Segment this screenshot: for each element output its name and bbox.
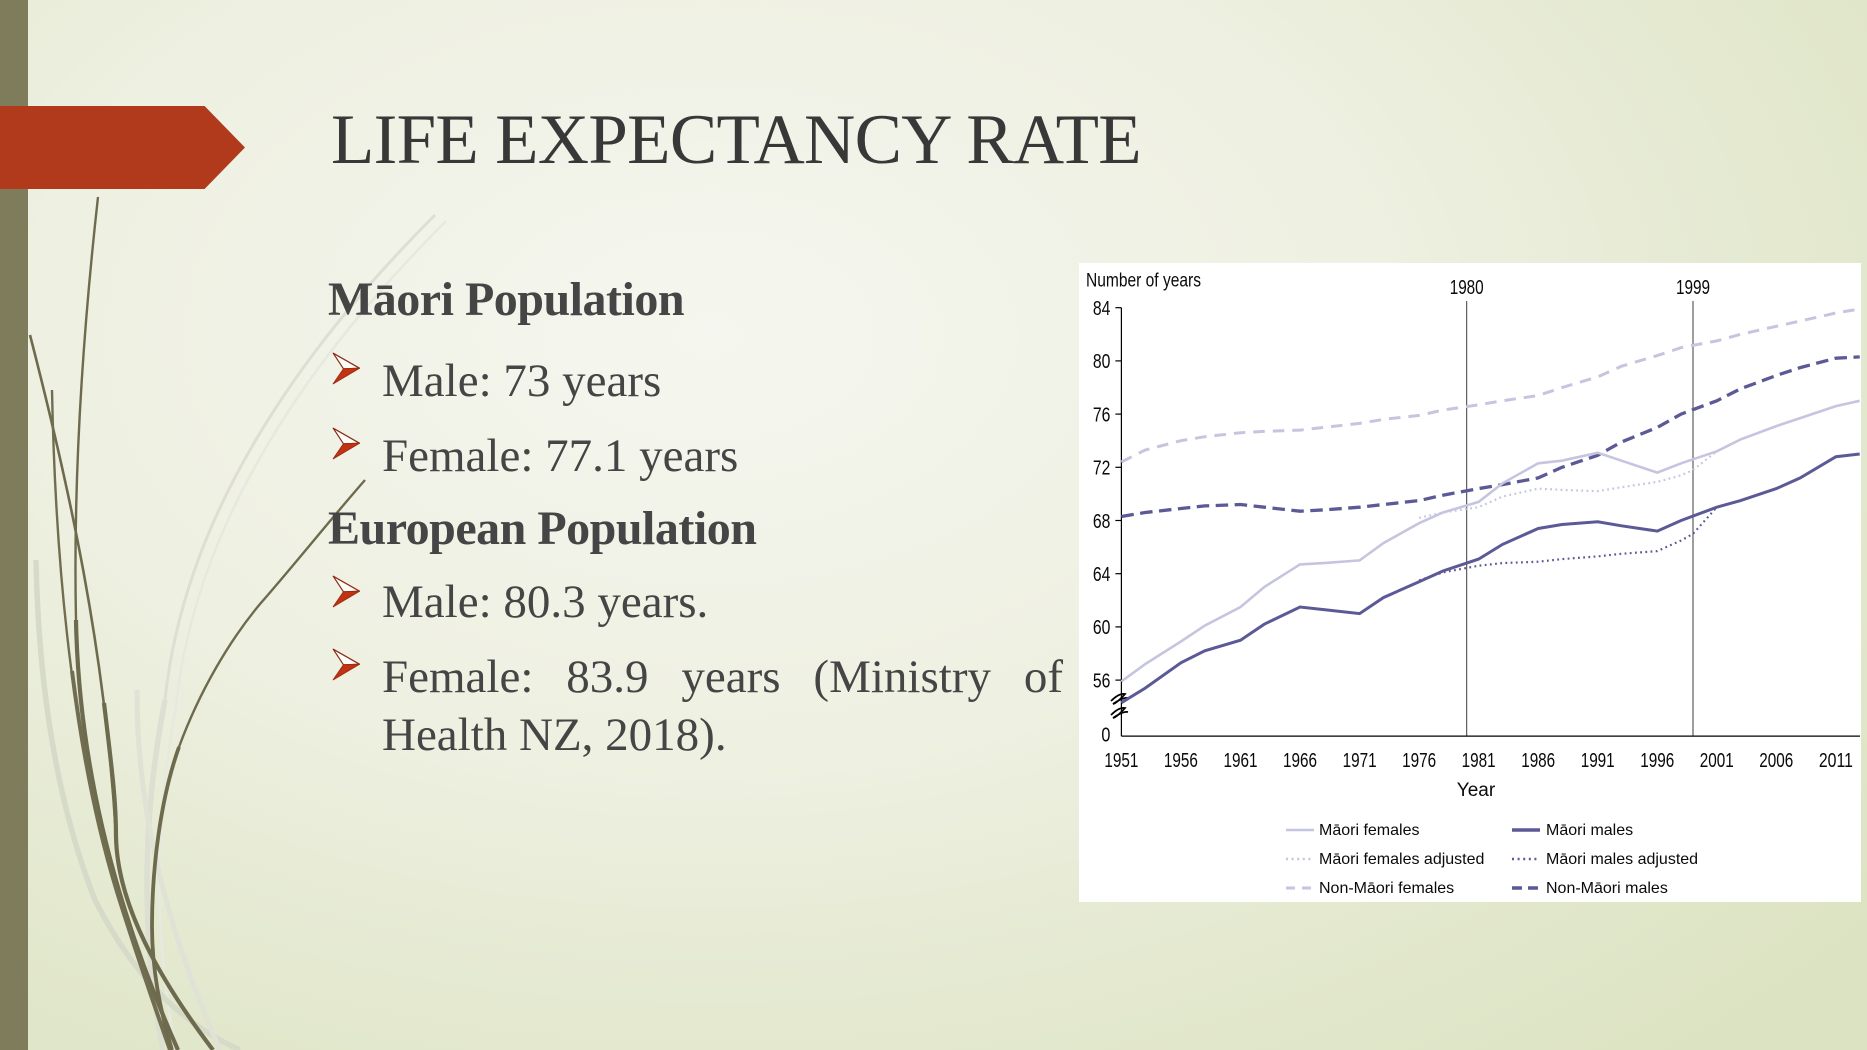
svg-text:Non-Māori males: Non-Māori males: [1546, 880, 1668, 897]
svg-text:2011: 2011: [1819, 750, 1853, 772]
svg-text:1971: 1971: [1343, 750, 1377, 772]
svg-text:1961: 1961: [1224, 750, 1258, 772]
svg-text:1966: 1966: [1283, 750, 1317, 772]
svg-text:2001: 2001: [1700, 750, 1734, 772]
svg-text:1991: 1991: [1581, 750, 1615, 772]
svg-text:56: 56: [1093, 670, 1111, 692]
svg-text:1956: 1956: [1164, 750, 1198, 772]
svg-text:1976: 1976: [1402, 750, 1436, 772]
svg-text:1980: 1980: [1450, 277, 1484, 299]
svg-text:1999: 1999: [1676, 277, 1710, 299]
svg-text:Māori males adjusted: Māori males adjusted: [1546, 851, 1698, 868]
svg-text:80: 80: [1093, 351, 1111, 373]
svg-text:68: 68: [1093, 511, 1111, 533]
svg-text:60: 60: [1093, 617, 1111, 639]
svg-text:1981: 1981: [1462, 750, 1496, 772]
svg-text:Number of years: Number of years: [1086, 271, 1201, 292]
svg-text:2006: 2006: [1759, 750, 1793, 772]
svg-text:76: 76: [1093, 404, 1111, 426]
svg-text:Māori females adjusted: Māori females adjusted: [1319, 851, 1484, 868]
svg-text:Non-Māori females: Non-Māori females: [1319, 880, 1454, 897]
svg-text:1996: 1996: [1640, 750, 1674, 772]
svg-text:84: 84: [1093, 298, 1111, 320]
svg-text:72: 72: [1093, 458, 1111, 480]
svg-text:1951: 1951: [1104, 750, 1138, 772]
svg-text:0: 0: [1101, 725, 1110, 747]
svg-text:Māori males: Māori males: [1546, 822, 1633, 839]
svg-text:64: 64: [1093, 564, 1111, 586]
svg-text:1986: 1986: [1521, 750, 1555, 772]
svg-text:Māori females: Māori females: [1319, 822, 1419, 839]
svg-text:Year: Year: [1457, 780, 1496, 801]
